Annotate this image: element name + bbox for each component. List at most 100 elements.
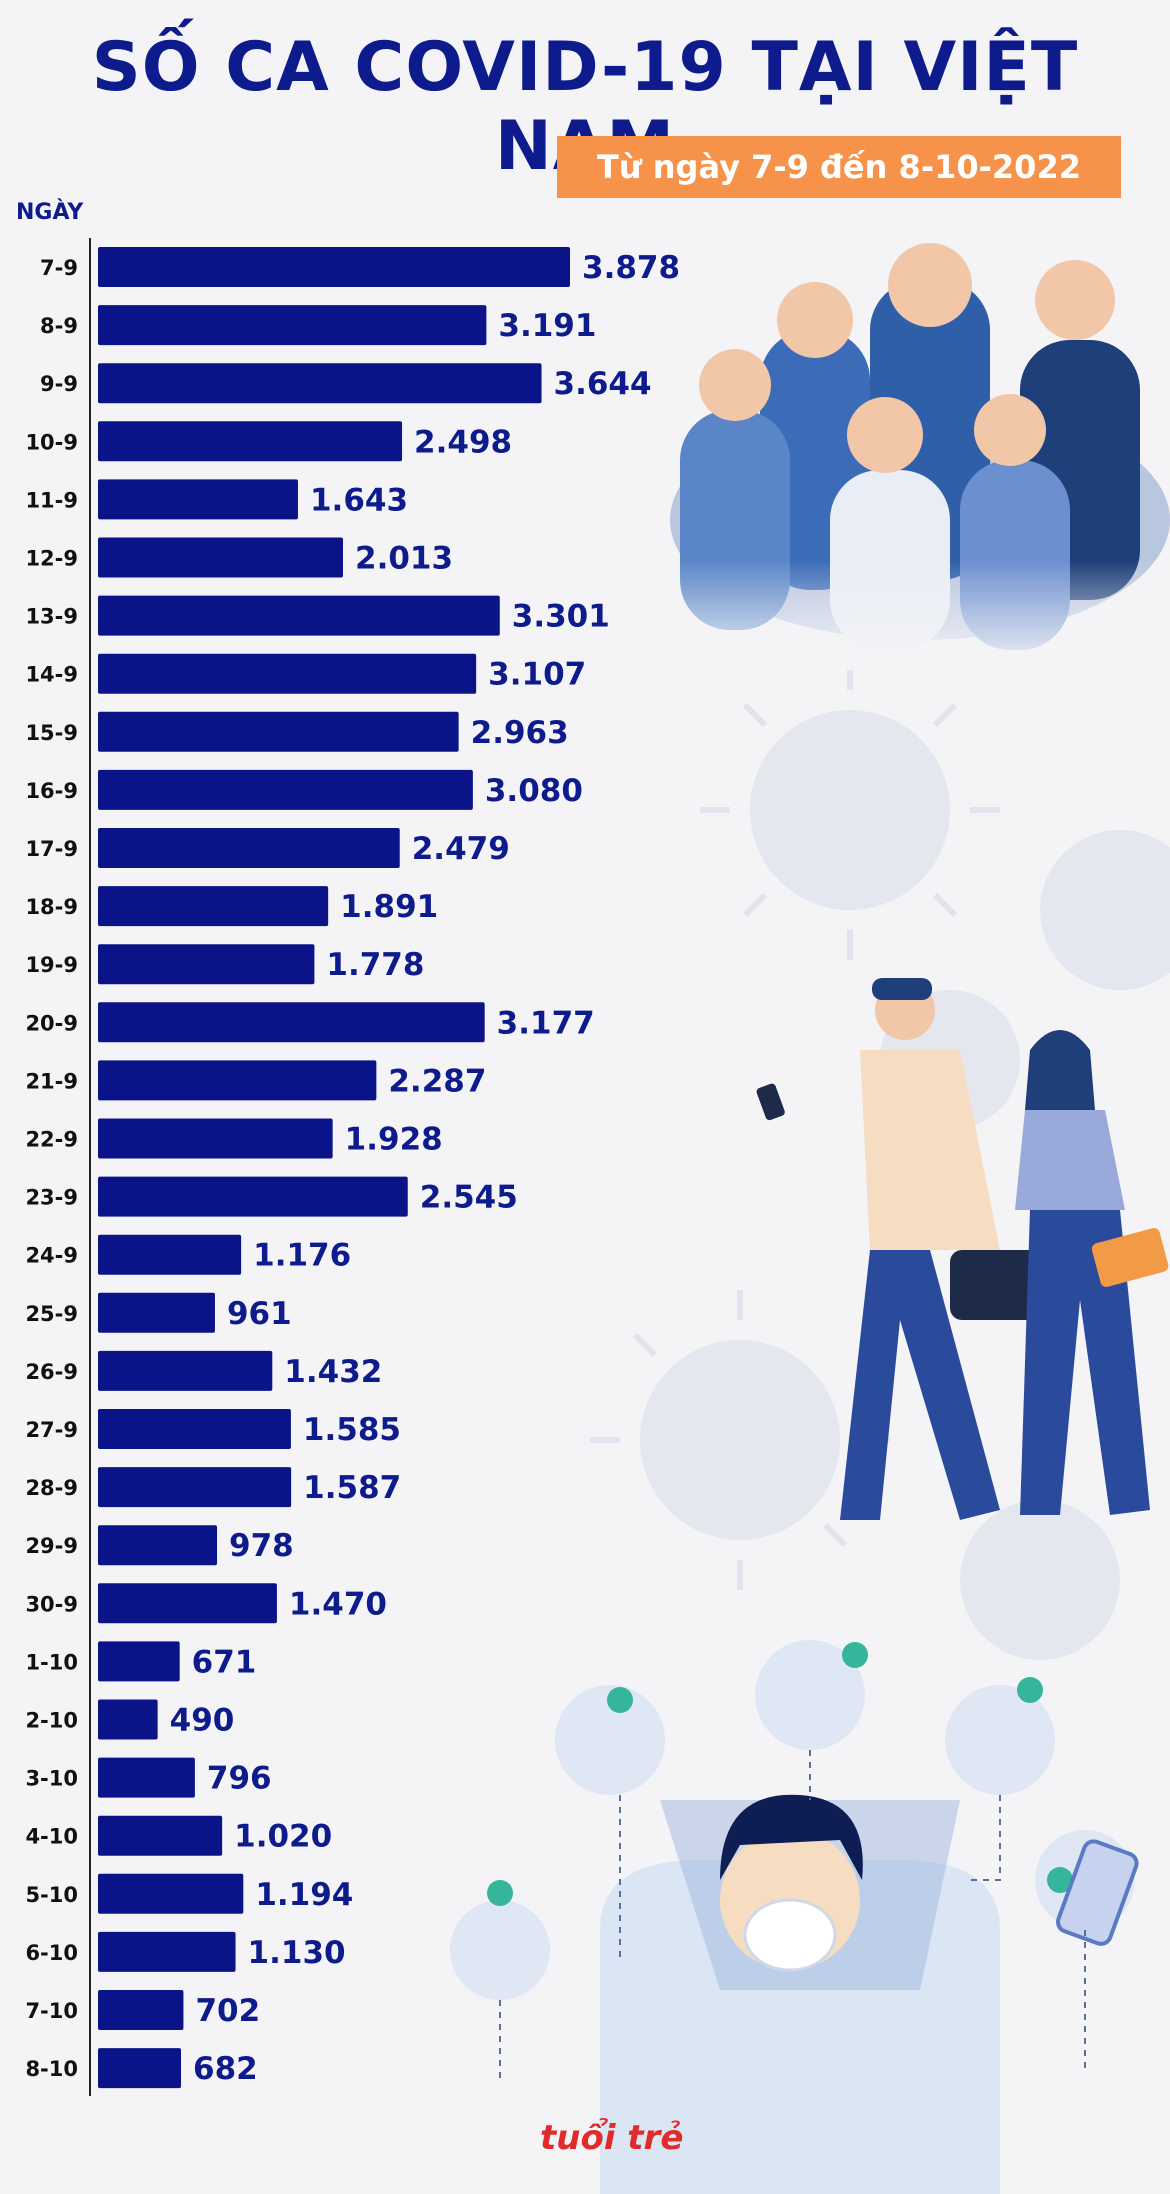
value-label: 1.130	[248, 1935, 346, 1971]
value-label: 961	[227, 1296, 292, 1332]
bar	[98, 1815, 223, 1856]
value-label: 1.891	[340, 889, 438, 925]
value-label: 3.177	[497, 1005, 595, 1041]
bar	[98, 595, 500, 636]
category-label: 28-9	[25, 1476, 78, 1500]
category-label: 8-9	[40, 314, 78, 338]
bar	[98, 479, 298, 520]
bar	[98, 653, 477, 694]
value-label: 1.176	[253, 1238, 351, 1274]
bar	[98, 1931, 236, 1972]
bar	[98, 1409, 291, 1449]
value-label: 796	[207, 1761, 272, 1797]
value-label: 490	[170, 1703, 235, 1739]
category-label: 13-9	[25, 605, 78, 629]
bar	[98, 537, 344, 578]
value-label: 3.191	[498, 308, 596, 344]
value-label: 1.587	[303, 1470, 401, 1506]
category-label: 2-10	[25, 1709, 78, 1733]
couple-illustration	[756, 978, 1169, 1520]
value-label: 3.080	[485, 773, 583, 809]
category-label: 15-9	[25, 721, 78, 745]
value-label: 2.013	[355, 541, 453, 577]
category-label: 10-9	[25, 430, 78, 454]
bar	[98, 247, 570, 287]
category-label: 6-10	[25, 1941, 78, 1965]
value-label: 1.585	[303, 1412, 401, 1448]
category-label: 3-10	[25, 1767, 78, 1791]
bar	[98, 711, 459, 752]
category-label: 21-9	[25, 1069, 78, 1093]
value-label: 1.643	[310, 482, 408, 518]
value-label: 702	[195, 1993, 260, 2029]
category-label: 25-9	[25, 1302, 78, 1326]
category-label: 14-9	[25, 663, 78, 687]
doctor-illustration	[450, 1640, 1139, 2194]
value-label: 978	[229, 1528, 294, 1564]
page-title: SỐ CA COVID-19 TẠI VIỆT NAM	[91, 28, 1079, 186]
category-label: 23-9	[25, 1186, 78, 1210]
category-label: 1-10	[25, 1650, 78, 1674]
bar	[98, 1467, 292, 1508]
bar	[98, 1641, 180, 1682]
bar	[98, 1757, 195, 1798]
category-label: 26-9	[25, 1360, 78, 1384]
value-label: 1.194	[255, 1877, 353, 1913]
category-label: 17-9	[25, 837, 78, 861]
value-label: 2.963	[471, 715, 569, 751]
bar	[98, 363, 542, 404]
category-label: 9-9	[40, 372, 78, 396]
category-label: 12-9	[25, 547, 78, 571]
crowd-illustration	[0, 243, 1170, 670]
value-label: 682	[193, 2051, 258, 2087]
category-label: 20-9	[25, 1011, 78, 1035]
bar	[98, 1118, 333, 1159]
category-label: 30-9	[25, 1592, 78, 1616]
category-label: 8-10	[25, 2057, 78, 2081]
date-range-banner: Từ ngày 7-9 đến 8-10-2022	[557, 136, 1121, 198]
category-label: 7-9	[40, 256, 78, 280]
bar	[98, 2048, 182, 2089]
bar	[98, 1176, 408, 1217]
bar	[98, 305, 487, 346]
bar	[98, 421, 403, 462]
bar	[98, 1060, 377, 1101]
value-label: 1.928	[345, 1122, 443, 1158]
category-label: 22-9	[25, 1128, 78, 1152]
value-label: 3.878	[582, 250, 680, 286]
bar	[98, 1873, 244, 1914]
bar	[98, 769, 473, 810]
category-label: 11-9	[25, 488, 78, 512]
bar	[98, 886, 329, 927]
bar	[98, 1292, 215, 1333]
category-label: 18-9	[25, 895, 78, 919]
value-label: 2.545	[420, 1180, 518, 1216]
value-label: 2.287	[388, 1063, 486, 1099]
bar	[98, 944, 315, 985]
value-label: 3.644	[554, 366, 652, 402]
bar	[98, 1583, 277, 1624]
value-label: 671	[192, 1644, 257, 1680]
category-label: 16-9	[25, 779, 78, 803]
value-label: 1.432	[284, 1354, 382, 1390]
value-label: 1.778	[326, 947, 424, 983]
category-label: 19-9	[25, 953, 78, 977]
bar	[98, 1525, 218, 1566]
category-label: 24-9	[25, 1244, 78, 1268]
bar	[98, 1002, 485, 1043]
category-label: 4-10	[25, 1825, 78, 1849]
bar	[98, 1350, 273, 1391]
bar	[98, 828, 400, 868]
axis-label: NGÀY	[16, 200, 84, 225]
value-label: 2.479	[412, 831, 510, 867]
bar	[98, 1234, 242, 1275]
value-label: 1.020	[234, 1819, 332, 1855]
category-label: 29-9	[25, 1534, 78, 1558]
category-label: 7-10	[25, 1999, 78, 2023]
bar	[98, 1699, 158, 1740]
category-label: 27-9	[25, 1418, 78, 1442]
bar	[98, 1990, 184, 2030]
value-label: 2.498	[414, 424, 512, 460]
